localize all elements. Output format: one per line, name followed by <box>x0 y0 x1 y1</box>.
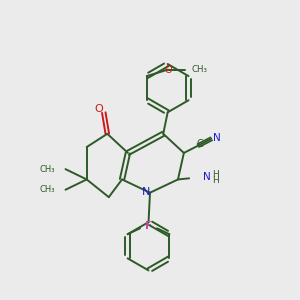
Text: CH₃: CH₃ <box>40 185 55 194</box>
Text: O: O <box>164 64 172 75</box>
Text: H: H <box>212 176 219 185</box>
Text: H: H <box>212 170 219 179</box>
Text: F: F <box>146 221 152 231</box>
Text: N: N <box>141 187 150 197</box>
Text: O: O <box>95 104 103 114</box>
Text: C: C <box>196 139 203 149</box>
Text: N: N <box>203 172 211 182</box>
Text: N: N <box>213 133 220 143</box>
Text: F: F <box>145 221 151 231</box>
Text: CH₃: CH₃ <box>191 65 208 74</box>
Text: CH₃: CH₃ <box>40 165 55 174</box>
